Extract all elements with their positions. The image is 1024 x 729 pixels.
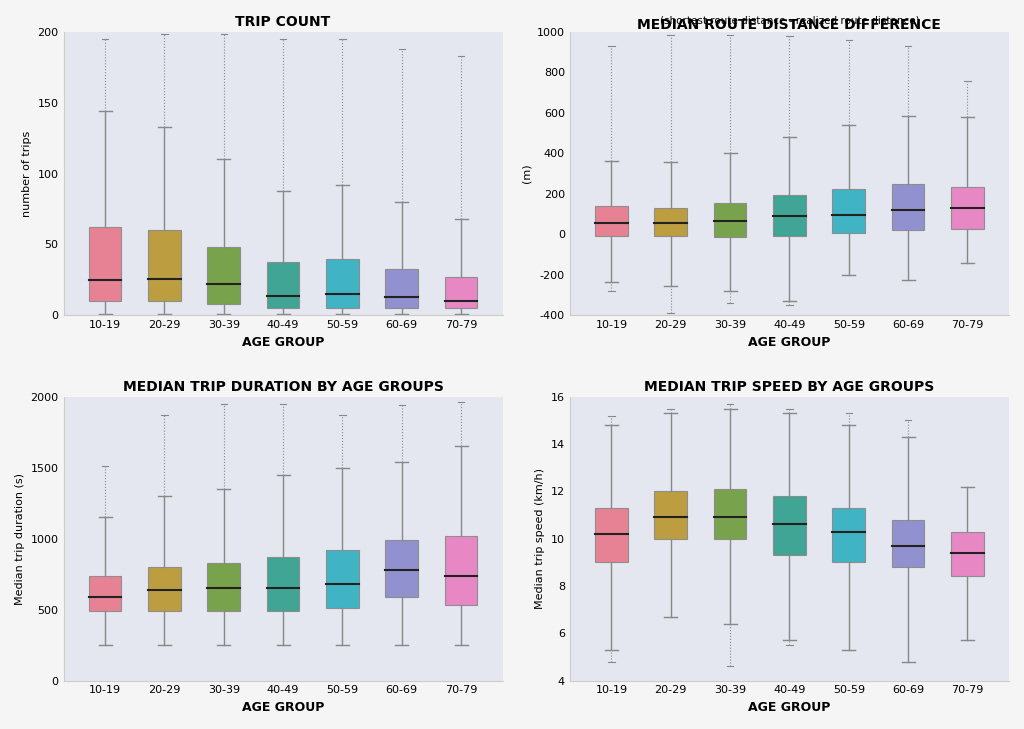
Bar — [267, 262, 299, 308]
X-axis label: AGE GROUP: AGE GROUP — [242, 701, 325, 714]
Bar — [148, 230, 181, 301]
Title: MEDIAN ROUTE DISTANCE DIFFERENCE: MEDIAN ROUTE DISTANCE DIFFERENCE — [638, 17, 941, 31]
Bar — [714, 489, 746, 539]
Title: MEDIAN TRIP DURATION BY AGE GROUPS: MEDIAN TRIP DURATION BY AGE GROUPS — [123, 380, 443, 394]
Bar — [654, 491, 687, 539]
Bar — [326, 550, 358, 608]
Bar — [148, 567, 181, 611]
Y-axis label: Median trip duration (s): Median trip duration (s) — [15, 472, 25, 604]
Bar — [267, 557, 299, 611]
Bar — [89, 575, 122, 611]
Bar — [595, 206, 628, 236]
Text: (shortest route distance - realized route distance): (shortest route distance - realized rout… — [659, 16, 920, 26]
X-axis label: AGE GROUP: AGE GROUP — [749, 336, 830, 349]
Bar — [595, 508, 628, 562]
Bar — [654, 208, 687, 236]
X-axis label: AGE GROUP: AGE GROUP — [242, 336, 325, 349]
Title: MEDIAN TRIP SPEED BY AGE GROUPS: MEDIAN TRIP SPEED BY AGE GROUPS — [644, 380, 935, 394]
Bar — [833, 189, 865, 233]
Bar — [892, 520, 925, 567]
Bar — [833, 508, 865, 562]
Bar — [208, 563, 240, 611]
Bar — [773, 496, 806, 555]
Bar — [444, 277, 477, 308]
Bar — [385, 268, 418, 308]
Title: TRIP COUNT: TRIP COUNT — [236, 15, 331, 29]
Bar — [89, 227, 122, 301]
Bar — [951, 187, 984, 230]
Y-axis label: Median trip speed (km/h): Median trip speed (km/h) — [536, 468, 546, 609]
Bar — [892, 184, 925, 230]
X-axis label: AGE GROUP: AGE GROUP — [749, 701, 830, 714]
Y-axis label: number of trips: number of trips — [22, 130, 32, 217]
Bar — [326, 259, 358, 308]
Y-axis label: (m): (m) — [521, 164, 531, 183]
Bar — [208, 247, 240, 304]
Bar — [714, 203, 746, 238]
Bar — [385, 540, 418, 597]
Bar — [951, 531, 984, 577]
Bar — [773, 195, 806, 236]
Bar — [444, 536, 477, 605]
